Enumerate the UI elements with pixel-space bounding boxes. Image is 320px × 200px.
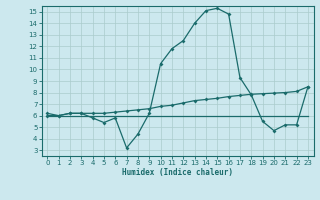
X-axis label: Humidex (Indice chaleur): Humidex (Indice chaleur) — [122, 168, 233, 177]
